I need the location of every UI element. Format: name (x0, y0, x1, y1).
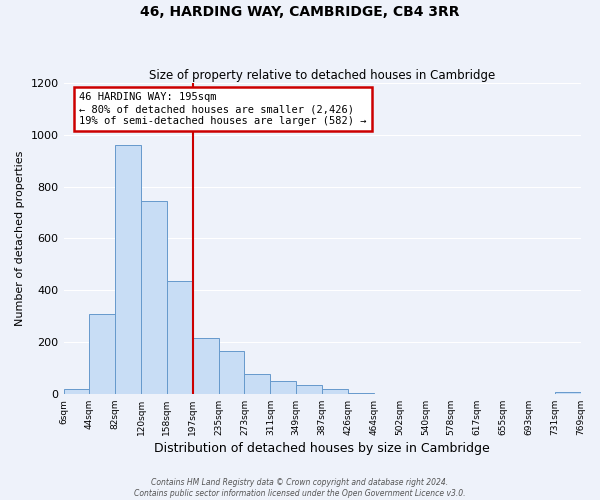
X-axis label: Distribution of detached houses by size in Cambridge: Distribution of detached houses by size … (154, 442, 490, 455)
Bar (141, 201, 167, 394)
Bar (218, 351, 244, 394)
Title: Size of property relative to detached houses in Cambridge: Size of property relative to detached ho… (149, 69, 495, 82)
Bar (554, 392, 581, 394)
Bar (244, 374, 271, 394)
Text: 46, HARDING WAY, CAMBRIDGE, CB4 3RR: 46, HARDING WAY, CAMBRIDGE, CB4 3RR (140, 5, 460, 19)
Bar (167, 281, 193, 394)
Bar (89, 314, 115, 394)
Text: Contains HM Land Registry data © Crown copyright and database right 2024.
Contai: Contains HM Land Registry data © Crown c… (134, 478, 466, 498)
Text: 46 HARDING WAY: 195sqm
← 80% of detached houses are smaller (2,426)
19% of semi-: 46 HARDING WAY: 195sqm ← 80% of detached… (79, 92, 367, 126)
Bar (322, 389, 348, 394)
Bar (296, 386, 322, 394)
Bar (64, 388, 89, 394)
Bar (115, 146, 141, 394)
Bar (271, 382, 296, 394)
Y-axis label: Number of detached properties: Number of detached properties (15, 151, 25, 326)
Bar (348, 392, 374, 394)
Bar (193, 338, 218, 394)
